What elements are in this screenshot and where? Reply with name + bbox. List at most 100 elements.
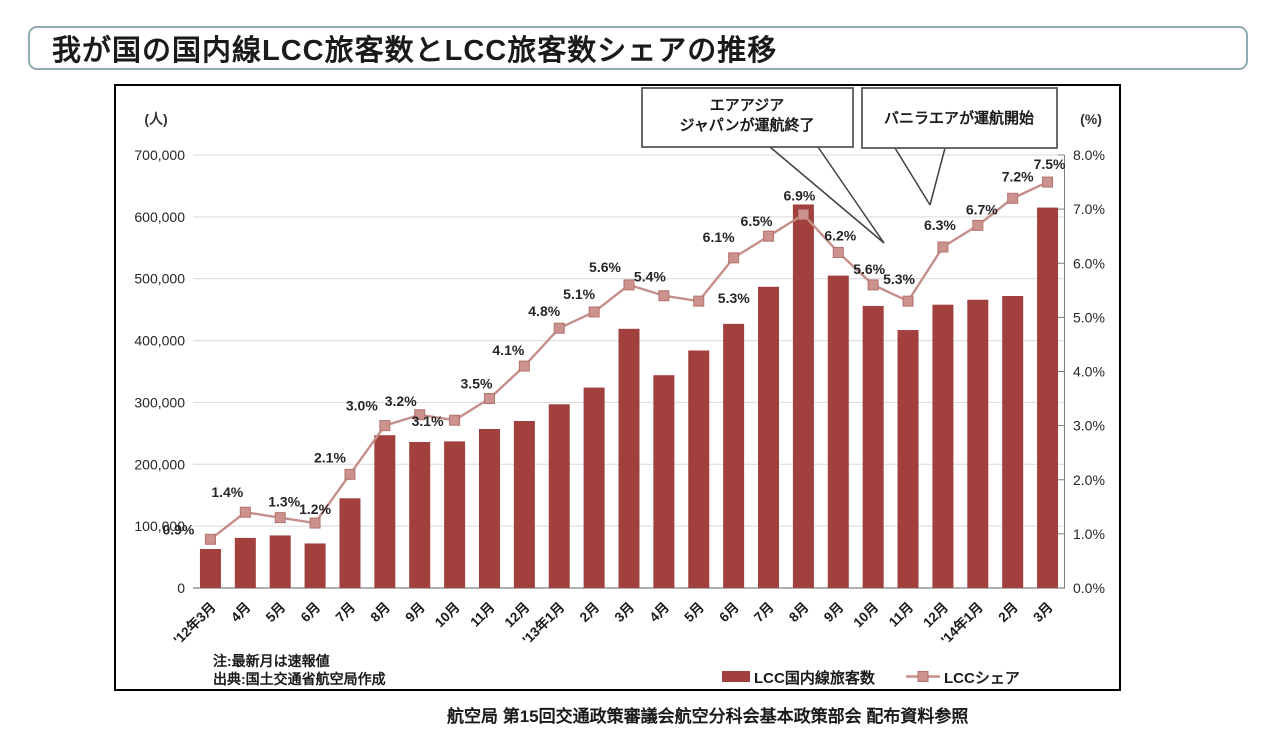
x-axis-tick-label: 7月 [333,600,358,625]
share-marker [309,517,321,529]
y-axis-tick-label: 100,000 [134,518,185,534]
y-axis-tick-label: 500,000 [134,271,185,287]
bar-lcc-passengers [269,535,291,588]
x-axis-tick-label: 10月 [851,600,882,631]
y2-axis-unit-label: (%) [1080,111,1102,127]
bar-lcc-passengers [618,328,640,588]
y-axis-tick-label: 300,000 [134,394,185,410]
legend-line-marker [917,671,929,682]
share-marker [449,414,461,426]
bar-lcc-passengers [513,420,535,588]
share-marker [867,279,879,291]
share-marker [483,393,495,405]
share-marker [693,295,705,307]
x-axis-tick-label: 2月 [577,600,602,625]
bar-lcc-passengers [967,299,989,588]
y-axis-tick-label: 200,000 [134,456,185,472]
share-value-label: 7.2% [1002,168,1034,184]
share-marker [797,209,809,221]
share-marker [414,409,426,421]
callout-pointer-line [817,146,885,244]
bar-lcc-passengers [862,305,884,588]
share-marker [518,360,530,372]
share-marker [1007,192,1019,204]
bar-lcc-passengers [792,204,814,588]
x-axis-tick-label: 8月 [367,600,392,625]
share-value-label: 5.1% [563,286,595,302]
legend-bar-swatch [722,671,750,682]
bar-lcc-passengers [653,375,675,588]
callout-airasia-line1: エアアジア [710,97,784,114]
share-value-label: 5.6% [853,261,885,277]
share-value-label: 3.1% [412,413,444,429]
x-axis-tick-label: 9月 [821,600,846,625]
share-marker [902,295,914,307]
share-value-label: 3.0% [346,398,378,414]
bar-lcc-passengers [548,404,570,588]
share-marker [239,506,251,518]
share-marker [553,322,565,334]
callout-box-airasia [641,87,854,148]
share-value-label: 3.5% [461,376,493,392]
share-value-label: 5.3% [883,271,915,287]
y-axis-unit-label: (人) [144,111,167,127]
x-axis-tick-label: 5月 [263,600,288,625]
share-value-label: 6.9% [783,188,815,204]
bar-lcc-passengers [304,543,326,588]
x-axis-tick-label: 5月 [681,600,706,625]
bar-lcc-passengers [234,537,256,588]
share-value-label: 4.1% [492,342,524,358]
bar-lcc-passengers [827,275,849,588]
share-marker [1042,176,1054,188]
legend-label-share: LCCシェア [944,670,1020,687]
y2-axis-tick-label: 3.0% [1073,418,1105,434]
x-axis-tick-label: 6月 [716,600,741,625]
share-marker [274,512,286,524]
bar-lcc-passengers [478,429,500,588]
callout-pointer-line [929,147,946,206]
x-axis-tick-label: 3月 [1030,600,1055,625]
y-axis-tick-label: 700,000 [134,147,185,163]
bar-lcc-passengers [1002,296,1024,588]
x-axis-tick-label: 12月 [502,600,533,631]
x-axis-tick-label: 6月 [298,600,323,625]
y2-axis-tick-label: 5.0% [1073,309,1105,325]
x-axis-tick-label: 11月 [467,600,497,630]
share-marker [379,420,391,432]
bar-lcc-passengers [897,330,919,588]
note-line-1: 注:最新月は速報値 [213,653,330,669]
source-caption: 航空局 第15回交通政策審議会航空分科会基本政策部会 配布資料参照 [447,706,968,726]
share-value-label: 7.5% [1034,156,1066,172]
share-value-label: 5.3% [718,290,750,306]
callout-airasia-line2: ジャパンが運航終了 [679,116,814,134]
bar-lcc-passengers [374,435,396,588]
share-value-label: 6.1% [703,229,735,245]
bar-lcc-passengers [723,323,745,588]
x-axis-tick-label: 10月 [432,600,463,631]
bar-lcc-passengers [1037,207,1059,589]
slide-title: 我が国の国内線LCC旅客数とLCC旅客数シェアの推移 [52,35,778,67]
share-marker [728,252,740,264]
share-marker [204,533,216,545]
y2-axis-tick-label: 2.0% [1073,472,1105,488]
chart-frame-border [114,84,1121,691]
share-value-label: 1.3% [268,494,300,510]
share-marker [344,468,356,480]
share-value-label: 3.2% [385,393,417,409]
share-marker [763,230,775,242]
x-axis-tick-label: 11月 [886,600,916,630]
y-axis-tick-label: 600,000 [134,209,185,225]
bar-lcc-passengers [758,286,780,588]
callout-pointer-line [769,146,885,244]
share-marker [972,219,984,231]
bar-lcc-passengers [199,549,221,588]
note-line-2: 出典:国土交通省航空局作成 [213,671,386,687]
x-axis-tick-label: 12月 [920,600,951,631]
legend-label-passengers: LCC国内線旅客数 [754,669,876,687]
share-marker [658,290,670,302]
x-axis-tick-label: 4月 [647,600,672,625]
y-axis-tick-label: 400,000 [134,333,185,349]
y-axis-tick-label: 0 [177,580,185,596]
bar-lcc-passengers [688,350,710,588]
bar-lcc-passengers [409,442,431,588]
